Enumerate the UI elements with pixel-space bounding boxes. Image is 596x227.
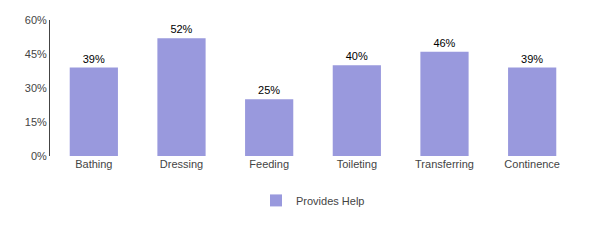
svg-text:46%: 46% (433, 37, 455, 49)
svg-text:52%: 52% (170, 23, 192, 35)
svg-text:Dressing: Dressing (160, 158, 203, 170)
svg-text:40%: 40% (346, 50, 368, 62)
svg-text:15%: 15% (25, 116, 47, 128)
svg-text:Transferring: Transferring (415, 158, 474, 170)
svg-text:45%: 45% (25, 48, 47, 60)
svg-text:0%: 0% (31, 150, 47, 162)
svg-text:39%: 39% (83, 53, 105, 65)
svg-text:30%: 30% (25, 82, 47, 94)
svg-text:25%: 25% (258, 84, 280, 96)
svg-text:Bathing: Bathing (75, 158, 112, 170)
svg-text:Toileting: Toileting (337, 158, 377, 170)
svg-text:Provides Help: Provides Help (296, 195, 364, 207)
svg-text:39%: 39% (521, 53, 543, 65)
svg-text:Continence: Continence (504, 158, 560, 170)
svg-text:60%: 60% (25, 14, 47, 26)
svg-text:Feeding: Feeding (249, 158, 289, 170)
